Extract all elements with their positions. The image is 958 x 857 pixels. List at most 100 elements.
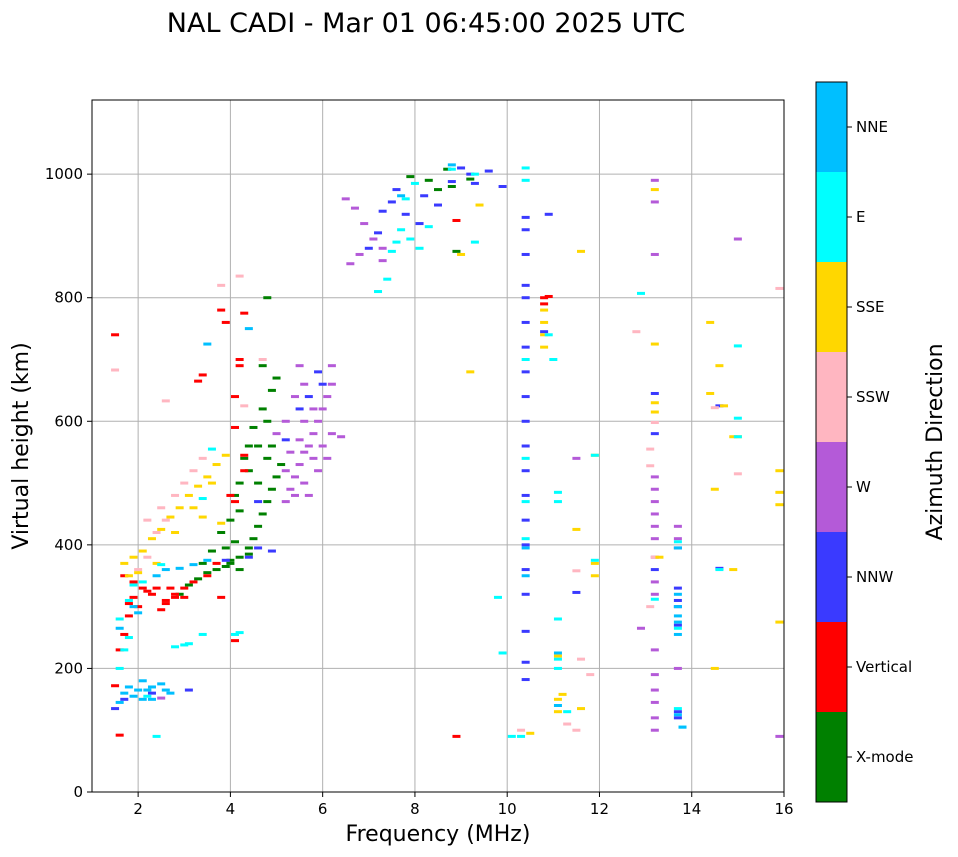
- data-point: [521, 178, 530, 182]
- x-tick-label: 8: [410, 800, 420, 818]
- data-point: [263, 419, 272, 423]
- x-axis-ticks: 2 4 6 8 10 12 14 16: [133, 792, 794, 818]
- data-point: [337, 435, 346, 439]
- data-point: [231, 395, 240, 399]
- data-point: [295, 438, 304, 442]
- data-point: [521, 215, 530, 219]
- series-nne: [115, 163, 687, 729]
- data-point: [521, 395, 530, 399]
- data-point: [406, 237, 415, 241]
- data-point: [553, 666, 562, 670]
- data-point: [134, 688, 143, 692]
- data-point: [124, 602, 133, 606]
- data-point: [374, 231, 383, 235]
- data-point: [217, 283, 226, 287]
- colorbar-segment: [816, 622, 847, 712]
- data-point: [521, 500, 530, 504]
- data-point: [152, 734, 161, 738]
- data-point: [281, 500, 290, 504]
- data-point: [157, 608, 166, 612]
- data-point: [415, 222, 424, 226]
- data-point: [314, 419, 323, 423]
- data-point: [231, 500, 240, 504]
- data-point: [231, 632, 240, 636]
- data-point: [650, 580, 659, 584]
- data-point: [180, 586, 189, 590]
- data-point: [143, 688, 152, 692]
- data-point: [115, 648, 124, 652]
- data-point: [175, 592, 184, 596]
- data-point: [415, 246, 424, 250]
- data-point: [166, 515, 175, 519]
- data-point: [650, 688, 659, 692]
- data-point: [420, 194, 429, 198]
- data-point: [521, 228, 530, 232]
- data-point: [203, 342, 212, 346]
- data-point: [120, 691, 129, 695]
- data-point: [258, 364, 267, 368]
- data-point: [272, 432, 281, 436]
- data-point: [521, 296, 530, 300]
- data-point: [590, 561, 599, 565]
- data-point: [447, 180, 456, 184]
- data-point: [254, 546, 263, 550]
- data-point: [729, 568, 738, 572]
- data-point: [397, 194, 406, 198]
- data-point: [235, 364, 244, 368]
- colorbar-tick-label: Vertical: [856, 658, 912, 676]
- data-point: [424, 178, 433, 182]
- data-point: [650, 401, 659, 405]
- data-point: [221, 564, 230, 568]
- x-tick-label: 2: [133, 800, 143, 818]
- data-point: [198, 515, 207, 519]
- data-point: [572, 456, 581, 460]
- data-point: [673, 623, 682, 627]
- data-point: [314, 469, 323, 473]
- data-point: [134, 611, 143, 615]
- data-point: [572, 569, 581, 573]
- data-point: [300, 419, 309, 423]
- data-point: [235, 358, 244, 361]
- data-point: [194, 577, 203, 581]
- data-point: [563, 722, 572, 726]
- data-point: [231, 540, 240, 544]
- data-point: [466, 177, 475, 181]
- data-point: [775, 620, 784, 624]
- data-point: [521, 678, 530, 682]
- data-point: [295, 364, 304, 368]
- data-point: [198, 561, 207, 565]
- data-point: [526, 731, 535, 735]
- data-point: [586, 673, 595, 677]
- colorbar-tick-label: E: [856, 208, 865, 226]
- data-point: [346, 262, 355, 266]
- data-point: [226, 518, 235, 522]
- data-point: [161, 602, 170, 606]
- data-point: [733, 237, 742, 241]
- data-point: [517, 734, 526, 738]
- data-point: [152, 574, 161, 578]
- data-point: [221, 558, 230, 562]
- data-point: [650, 178, 659, 182]
- data-point: [290, 493, 299, 497]
- data-point: [447, 163, 456, 167]
- data-point: [521, 660, 530, 664]
- data-point: [475, 203, 484, 207]
- data-point: [304, 395, 313, 399]
- data-point: [244, 552, 253, 556]
- colorbar-segment: [816, 262, 847, 352]
- data-point: [129, 583, 138, 587]
- data-point: [124, 636, 133, 640]
- data-point: [729, 435, 738, 439]
- data-point: [553, 654, 562, 658]
- data-point: [673, 716, 682, 720]
- data-point: [217, 595, 226, 599]
- data-point: [129, 605, 138, 609]
- data-point: [235, 568, 244, 572]
- data-point: [231, 493, 240, 497]
- data-point: [184, 583, 193, 587]
- data-point: [226, 561, 235, 565]
- data-point: [111, 684, 120, 688]
- data-point: [244, 546, 253, 550]
- data-point: [244, 327, 253, 331]
- data-point: [720, 404, 729, 408]
